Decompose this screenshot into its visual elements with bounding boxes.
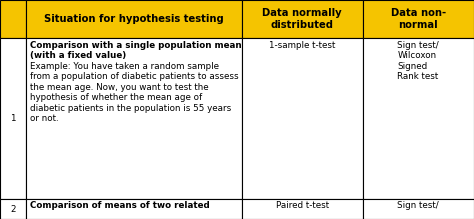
Text: 1: 1 — [10, 114, 16, 123]
Bar — [242, 199, 363, 219]
Bar — [242, 38, 363, 199]
Text: Data non-
normal: Data non- normal — [391, 8, 446, 30]
Bar — [26, 0, 242, 38]
Text: Paired t-test: Paired t-test — [275, 201, 329, 210]
Bar — [26, 38, 242, 199]
Bar — [0, 199, 26, 219]
Text: Data normally
distributed: Data normally distributed — [263, 8, 342, 30]
Bar — [363, 0, 474, 38]
Text: Sign test/: Sign test/ — [397, 201, 439, 210]
Bar — [26, 199, 242, 219]
Text: Example: You have taken a random sample
from a population of diabetic patients t: Example: You have taken a random sample … — [30, 62, 238, 123]
Bar — [0, 0, 26, 38]
Text: Sign test/
Wilcoxon
Signed
Rank test: Sign test/ Wilcoxon Signed Rank test — [397, 41, 439, 81]
Bar — [0, 38, 26, 199]
Text: 2: 2 — [10, 205, 16, 214]
Bar — [363, 199, 474, 219]
Text: 1-sample t-test: 1-sample t-test — [269, 41, 336, 50]
Bar — [242, 0, 363, 38]
Bar — [363, 38, 474, 199]
Text: Comparison with a single population mean
(with a fixed value): Comparison with a single population mean… — [30, 41, 241, 60]
Text: Comparison of means of two related: Comparison of means of two related — [30, 201, 210, 210]
Text: Situation for hypothesis testing: Situation for hypothesis testing — [44, 14, 224, 24]
